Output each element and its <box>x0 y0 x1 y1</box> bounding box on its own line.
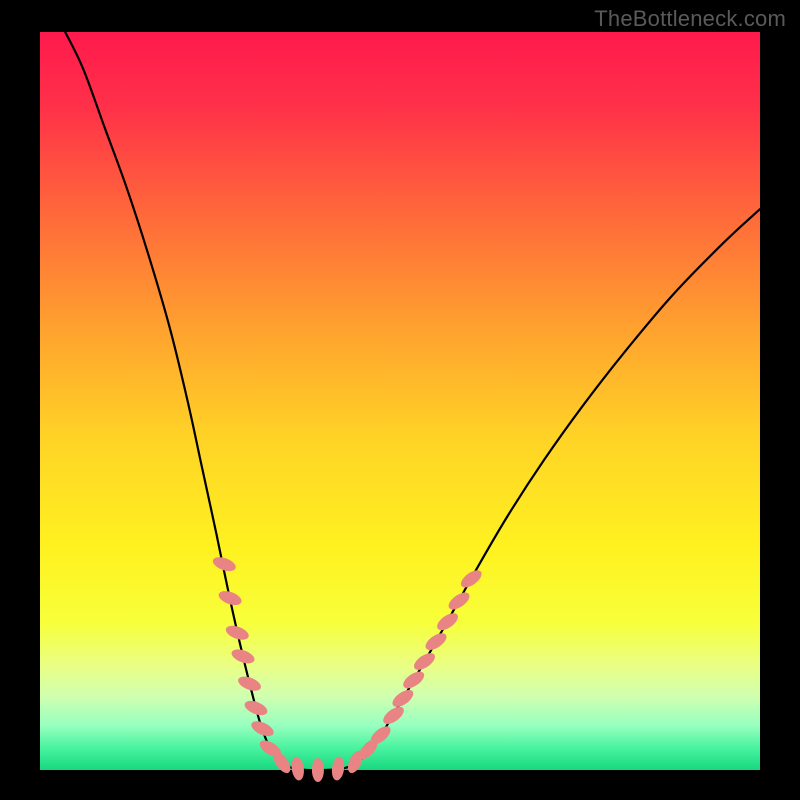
gradient-background <box>40 32 760 770</box>
plot-svg <box>0 0 800 800</box>
curve-marker <box>312 758 324 782</box>
chart-container: TheBottleneck.com <box>0 0 800 800</box>
